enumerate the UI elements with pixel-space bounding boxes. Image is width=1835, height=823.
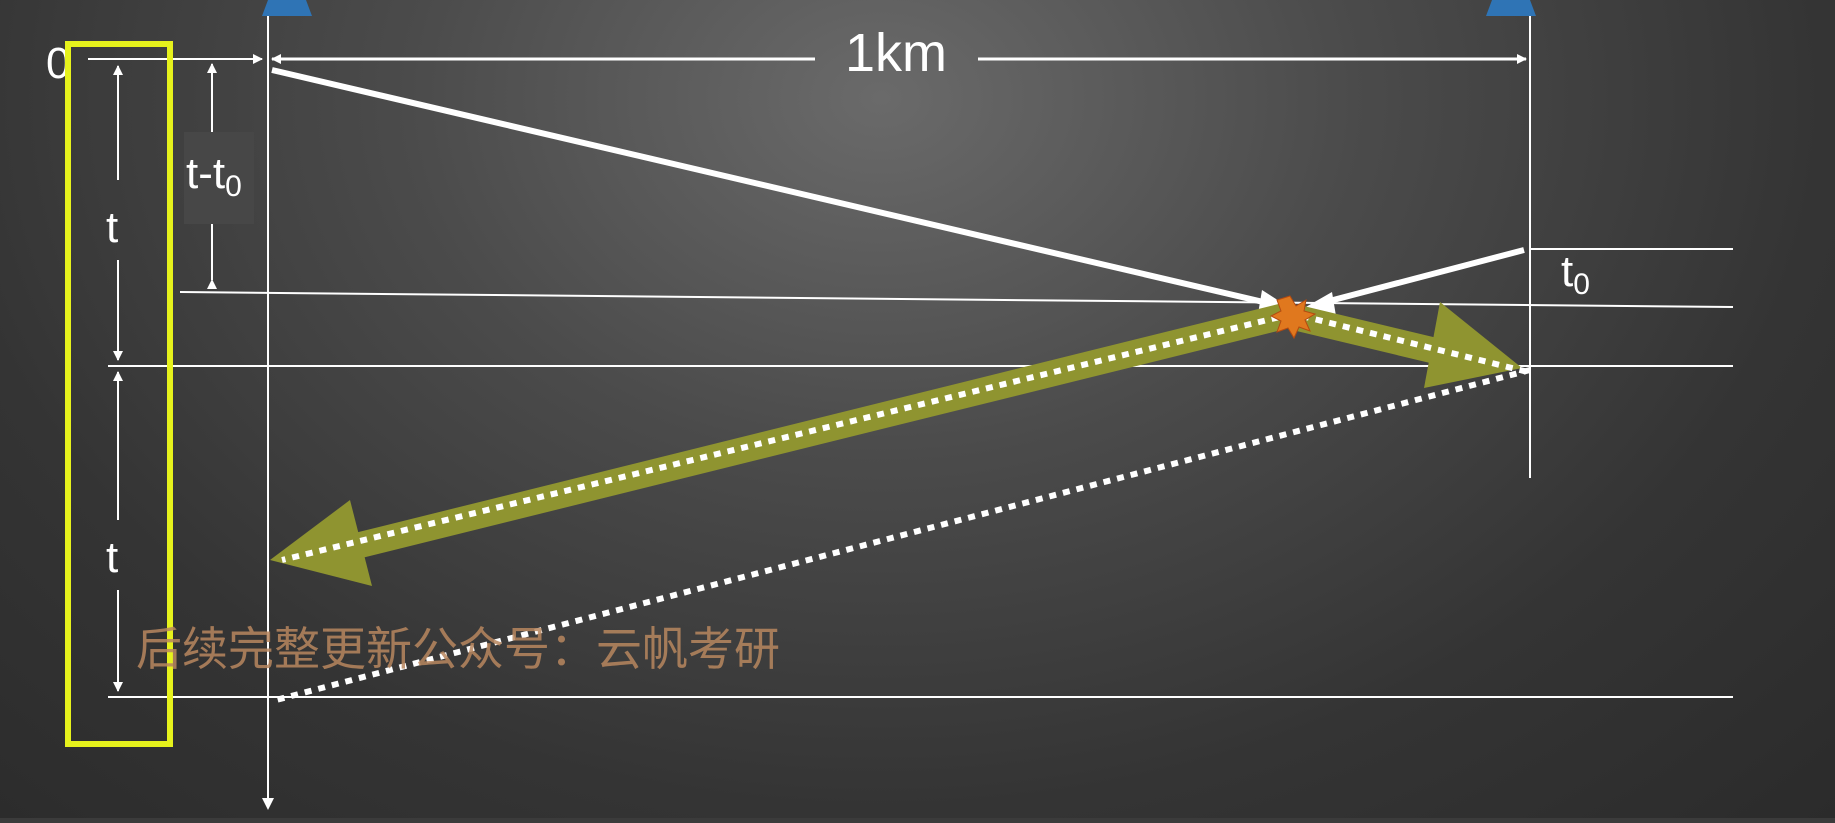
return-signal-dots [275,367,1531,703]
jam-signal-to-a-arrowhead-icon [270,500,372,586]
station-b-signal [1317,247,1525,307]
station-a-signal [271,67,1277,308]
station-b-icon [1486,0,1536,16]
highlight-box [65,41,173,747]
jam-signal-to-b-dots [1301,313,1529,375]
label-mask [184,132,254,224]
collision-burst-icon [1269,295,1317,340]
t-lower-label: t [106,533,118,582]
t-upper-label: t [106,203,118,252]
jam-signal-to-b-arrowhead-icon [1424,302,1522,388]
timeline-arrowhead-icon [262,798,274,810]
station-a-icon [262,0,312,16]
jam-signal-to-a-dots [281,311,1293,563]
distance-label: 1km [845,23,947,83]
t0-label: t0 [1561,247,1590,301]
collision-time-line [179,291,1734,308]
watermark: 后续完整更新公众号：云帆考研 [136,622,780,676]
t-minus-t0-label: t-t0 [186,149,242,203]
